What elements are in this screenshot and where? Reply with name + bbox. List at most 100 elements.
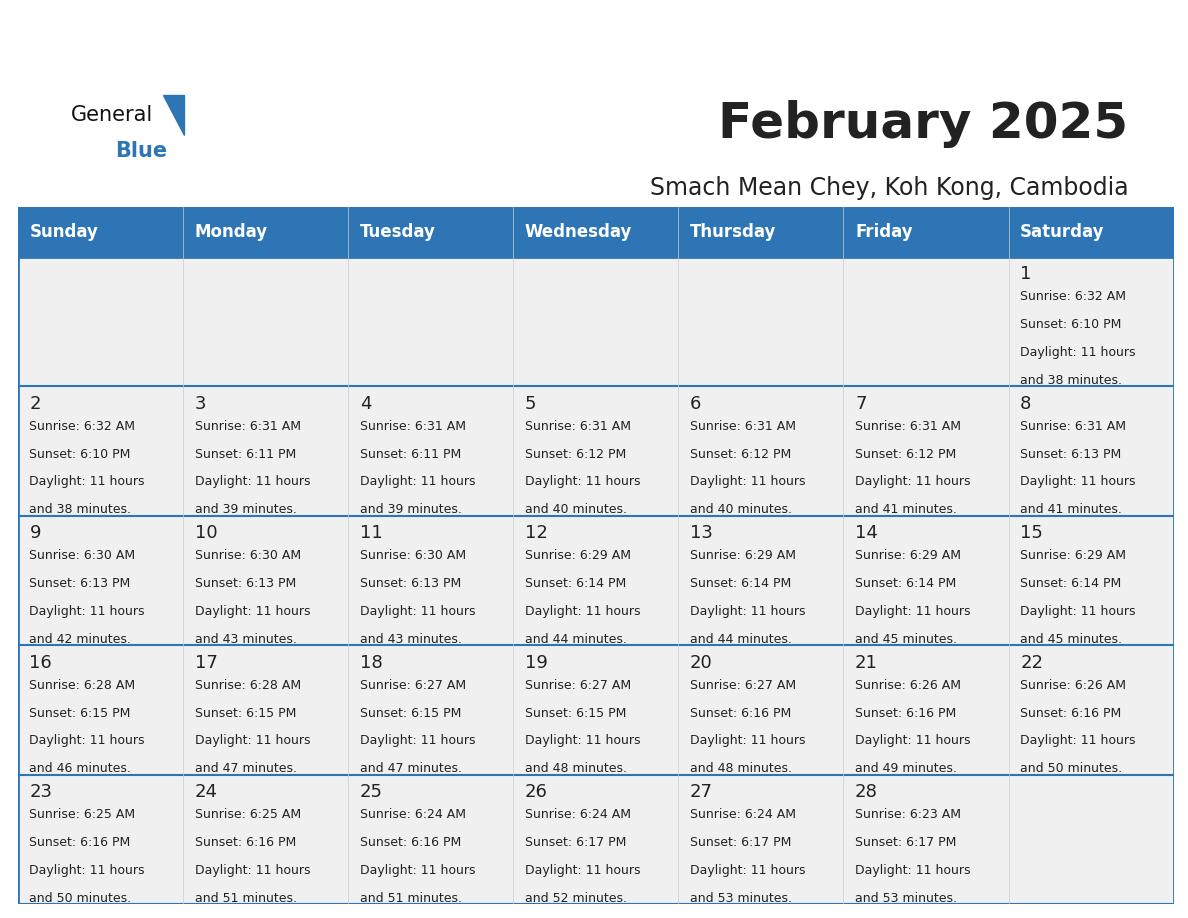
Text: 3: 3 bbox=[195, 395, 206, 413]
Bar bbox=[513, 386, 678, 516]
Text: Sunrise: 6:24 AM: Sunrise: 6:24 AM bbox=[525, 808, 631, 822]
Bar bbox=[183, 257, 348, 386]
Text: Daylight: 11 hours: Daylight: 11 hours bbox=[195, 605, 310, 618]
Bar bbox=[678, 207, 843, 257]
Bar bbox=[678, 516, 843, 645]
Bar bbox=[183, 645, 348, 775]
Text: Wednesday: Wednesday bbox=[525, 223, 632, 241]
Text: Thursday: Thursday bbox=[690, 223, 776, 241]
Bar bbox=[843, 257, 1009, 386]
Bar bbox=[1009, 207, 1174, 257]
Text: 17: 17 bbox=[195, 654, 217, 672]
Text: February 2025: February 2025 bbox=[719, 100, 1129, 148]
Bar bbox=[348, 257, 513, 386]
Text: Sunset: 6:15 PM: Sunset: 6:15 PM bbox=[525, 707, 626, 720]
Text: Sunset: 6:16 PM: Sunset: 6:16 PM bbox=[1020, 707, 1121, 720]
Text: Tuesday: Tuesday bbox=[360, 223, 436, 241]
Text: Sunset: 6:13 PM: Sunset: 6:13 PM bbox=[1020, 448, 1121, 461]
Text: Sunrise: 6:31 AM: Sunrise: 6:31 AM bbox=[525, 420, 631, 432]
Text: Daylight: 11 hours: Daylight: 11 hours bbox=[690, 734, 805, 747]
Text: Daylight: 11 hours: Daylight: 11 hours bbox=[855, 864, 971, 877]
Text: and 44 minutes.: and 44 minutes. bbox=[690, 633, 791, 645]
Text: and 38 minutes.: and 38 minutes. bbox=[1020, 374, 1123, 386]
Text: Sunset: 6:12 PM: Sunset: 6:12 PM bbox=[690, 448, 791, 461]
Text: 9: 9 bbox=[30, 524, 40, 543]
Text: Sunset: 6:11 PM: Sunset: 6:11 PM bbox=[360, 448, 461, 461]
Text: Sunset: 6:16 PM: Sunset: 6:16 PM bbox=[690, 707, 791, 720]
Text: and 41 minutes.: and 41 minutes. bbox=[1020, 503, 1121, 516]
Text: Daylight: 11 hours: Daylight: 11 hours bbox=[855, 605, 971, 618]
Text: 19: 19 bbox=[525, 654, 548, 672]
Text: and 45 minutes.: and 45 minutes. bbox=[1020, 633, 1123, 645]
Text: Daylight: 11 hours: Daylight: 11 hours bbox=[1020, 346, 1136, 359]
Text: and 48 minutes.: and 48 minutes. bbox=[525, 762, 627, 776]
Text: Sunset: 6:14 PM: Sunset: 6:14 PM bbox=[690, 577, 791, 590]
Text: Sunrise: 6:26 AM: Sunrise: 6:26 AM bbox=[1020, 678, 1126, 692]
Text: 13: 13 bbox=[690, 524, 713, 543]
Bar bbox=[843, 775, 1009, 904]
Text: Sunrise: 6:31 AM: Sunrise: 6:31 AM bbox=[855, 420, 961, 432]
Text: and 49 minutes.: and 49 minutes. bbox=[855, 762, 956, 776]
Text: and 48 minutes.: and 48 minutes. bbox=[690, 762, 792, 776]
Bar bbox=[513, 516, 678, 645]
Text: Sunset: 6:14 PM: Sunset: 6:14 PM bbox=[855, 577, 956, 590]
Text: Sunrise: 6:29 AM: Sunrise: 6:29 AM bbox=[525, 549, 631, 562]
Text: Sunrise: 6:30 AM: Sunrise: 6:30 AM bbox=[360, 549, 466, 562]
Text: Sunset: 6:17 PM: Sunset: 6:17 PM bbox=[690, 836, 791, 849]
Text: Sunset: 6:15 PM: Sunset: 6:15 PM bbox=[30, 707, 131, 720]
Text: 6: 6 bbox=[690, 395, 701, 413]
Text: 11: 11 bbox=[360, 524, 383, 543]
Text: Sunrise: 6:31 AM: Sunrise: 6:31 AM bbox=[1020, 420, 1126, 432]
Bar bbox=[678, 775, 843, 904]
Bar bbox=[348, 207, 513, 257]
Text: Blue: Blue bbox=[115, 141, 168, 162]
Text: Sunset: 6:13 PM: Sunset: 6:13 PM bbox=[195, 577, 296, 590]
Bar bbox=[183, 386, 348, 516]
Text: 10: 10 bbox=[195, 524, 217, 543]
Text: Sunrise: 6:24 AM: Sunrise: 6:24 AM bbox=[690, 808, 796, 822]
Text: Sunrise: 6:28 AM: Sunrise: 6:28 AM bbox=[195, 678, 301, 692]
Text: Sunrise: 6:28 AM: Sunrise: 6:28 AM bbox=[30, 678, 135, 692]
Text: Sunrise: 6:26 AM: Sunrise: 6:26 AM bbox=[855, 678, 961, 692]
Bar bbox=[1009, 775, 1174, 904]
Text: Daylight: 11 hours: Daylight: 11 hours bbox=[1020, 476, 1136, 488]
Text: Daylight: 11 hours: Daylight: 11 hours bbox=[30, 734, 145, 747]
Bar bbox=[513, 775, 678, 904]
Text: 28: 28 bbox=[855, 783, 878, 801]
Text: Daylight: 11 hours: Daylight: 11 hours bbox=[525, 734, 640, 747]
Text: and 47 minutes.: and 47 minutes. bbox=[360, 762, 462, 776]
Text: Daylight: 11 hours: Daylight: 11 hours bbox=[360, 476, 475, 488]
Text: Daylight: 11 hours: Daylight: 11 hours bbox=[360, 864, 475, 877]
Bar bbox=[1009, 516, 1174, 645]
Bar bbox=[18, 257, 183, 386]
Text: Sunrise: 6:24 AM: Sunrise: 6:24 AM bbox=[360, 808, 466, 822]
Text: and 39 minutes.: and 39 minutes. bbox=[360, 503, 461, 516]
Text: Sunset: 6:16 PM: Sunset: 6:16 PM bbox=[30, 836, 131, 849]
Text: Daylight: 11 hours: Daylight: 11 hours bbox=[690, 864, 805, 877]
Bar bbox=[18, 386, 183, 516]
Bar bbox=[843, 386, 1009, 516]
Text: 15: 15 bbox=[1020, 524, 1043, 543]
Text: Sunset: 6:16 PM: Sunset: 6:16 PM bbox=[360, 836, 461, 849]
Text: Sunset: 6:12 PM: Sunset: 6:12 PM bbox=[855, 448, 956, 461]
Text: Daylight: 11 hours: Daylight: 11 hours bbox=[855, 734, 971, 747]
Text: Sunrise: 6:29 AM: Sunrise: 6:29 AM bbox=[690, 549, 796, 562]
Text: Daylight: 11 hours: Daylight: 11 hours bbox=[30, 605, 145, 618]
Text: and 47 minutes.: and 47 minutes. bbox=[195, 762, 297, 776]
Text: and 43 minutes.: and 43 minutes. bbox=[195, 633, 296, 645]
Text: and 42 minutes.: and 42 minutes. bbox=[30, 633, 131, 645]
Text: Sunrise: 6:27 AM: Sunrise: 6:27 AM bbox=[525, 678, 631, 692]
Bar bbox=[513, 257, 678, 386]
Text: and 50 minutes.: and 50 minutes. bbox=[30, 891, 132, 905]
Text: Daylight: 11 hours: Daylight: 11 hours bbox=[1020, 605, 1136, 618]
Text: Daylight: 11 hours: Daylight: 11 hours bbox=[525, 864, 640, 877]
Text: 7: 7 bbox=[855, 395, 866, 413]
Bar bbox=[1009, 645, 1174, 775]
Text: Sunset: 6:15 PM: Sunset: 6:15 PM bbox=[360, 707, 461, 720]
Bar bbox=[678, 645, 843, 775]
Bar bbox=[678, 386, 843, 516]
Bar bbox=[513, 207, 678, 257]
Text: Sunrise: 6:27 AM: Sunrise: 6:27 AM bbox=[690, 678, 796, 692]
Text: and 43 minutes.: and 43 minutes. bbox=[360, 633, 461, 645]
Text: 24: 24 bbox=[195, 783, 217, 801]
